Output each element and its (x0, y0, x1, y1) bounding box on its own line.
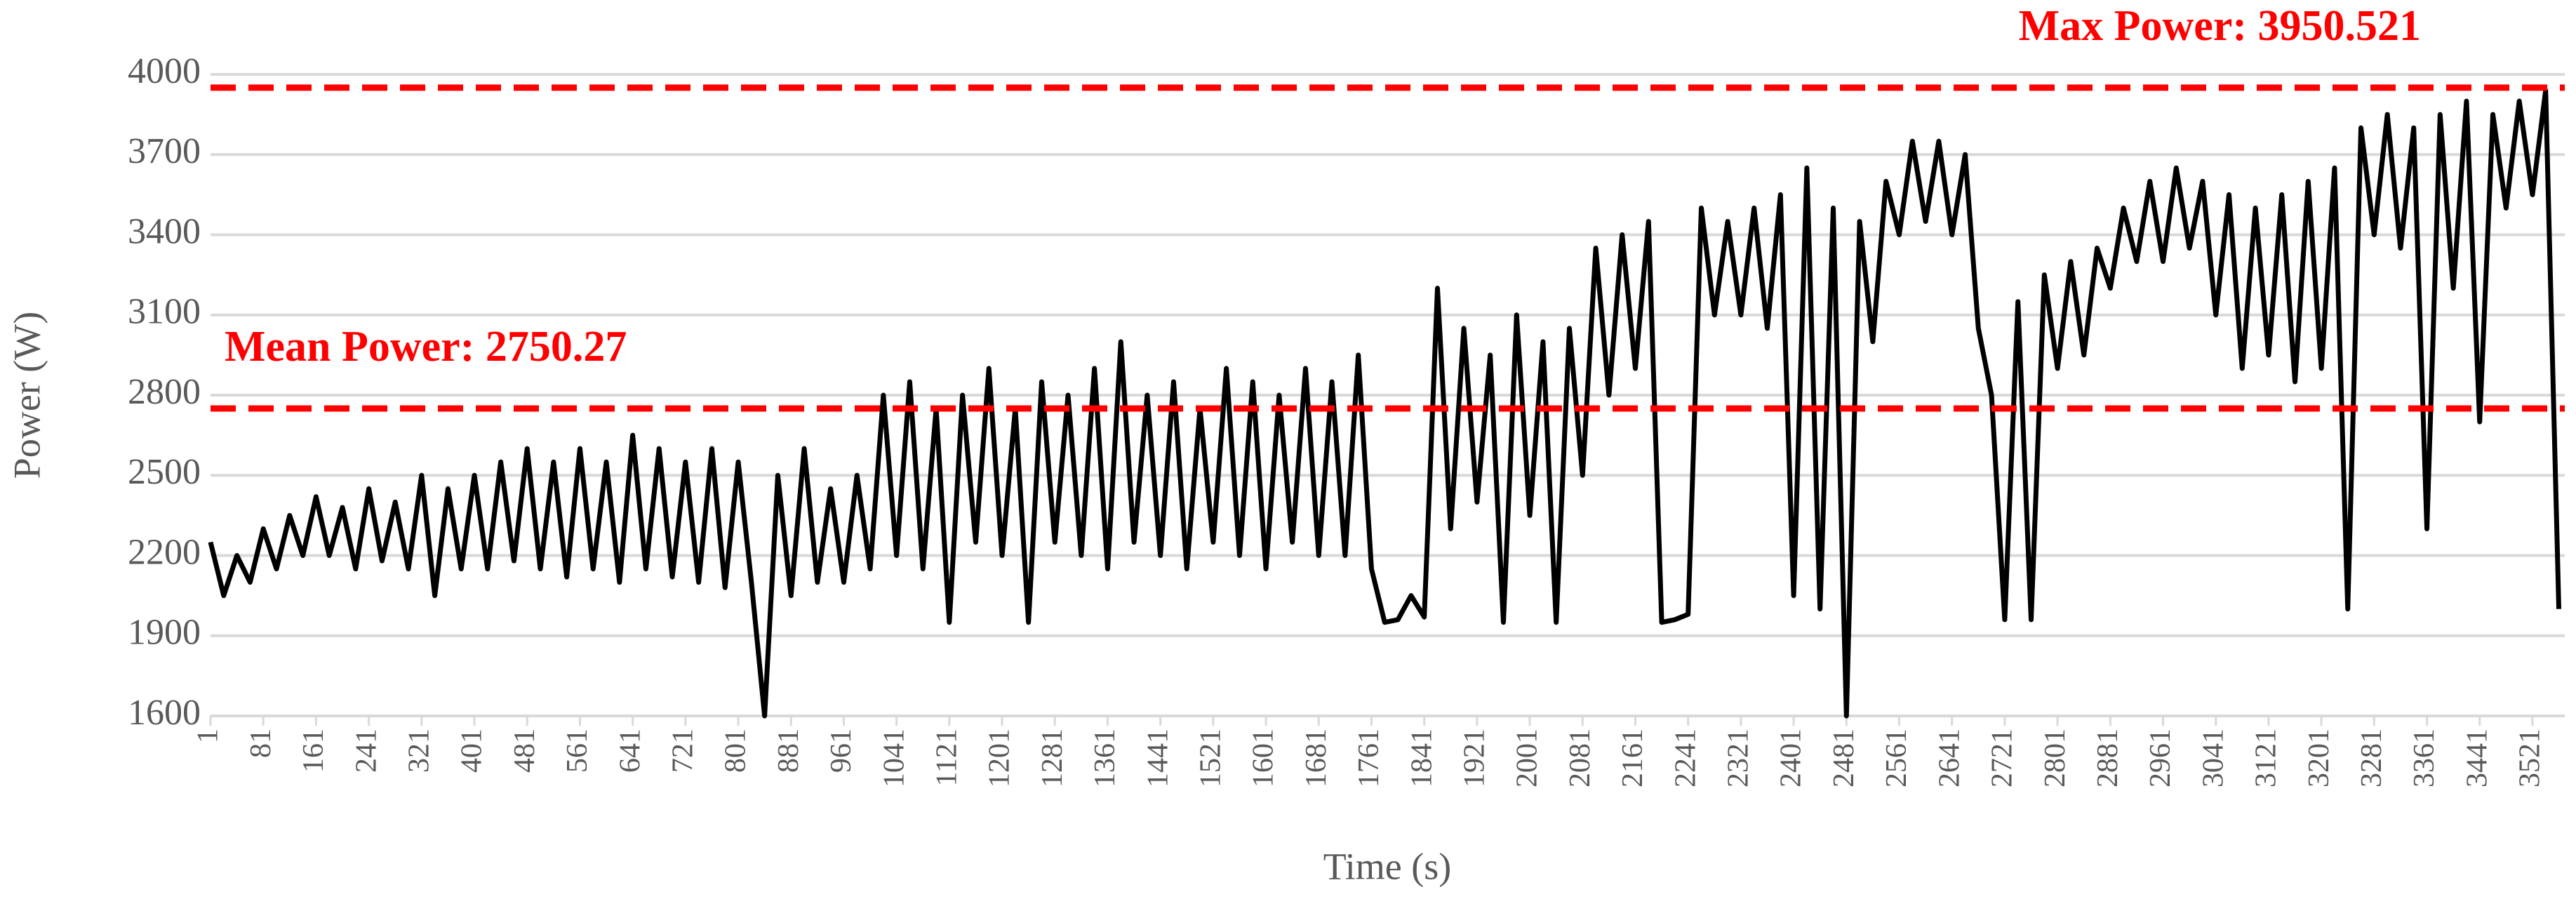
x-tick-label: 2161 (1617, 729, 1649, 787)
x-tick-label: 3201 (2303, 729, 2335, 787)
reference-label: Mean Power: 2750.27 (225, 323, 627, 371)
y-axis-title: Power (W) (6, 312, 48, 479)
x-tick-label: 561 (561, 729, 594, 773)
x-tick-label: 3521 (2514, 729, 2547, 787)
x-tick-label: 2401 (1775, 729, 1808, 787)
x-tick-label: 3281 (2356, 729, 2388, 787)
x-tick-label: 3121 (2250, 729, 2283, 787)
x-tick-label: 3441 (2461, 729, 2493, 787)
x-tick-label: 161 (298, 729, 330, 773)
y-tick-label: 3100 (128, 292, 201, 332)
x-tick-label: 721 (667, 729, 699, 773)
y-tick-label: 2800 (128, 372, 201, 412)
x-tick-label: 1601 (1248, 729, 1280, 787)
x-tick-label: 1201 (984, 729, 1016, 787)
y-tick-label: 1900 (128, 613, 201, 653)
y-tick-label: 2500 (128, 452, 201, 492)
x-tick-label: 1521 (1195, 729, 1227, 787)
y-tick-label: 3700 (128, 131, 201, 171)
x-tick-label: 881 (773, 729, 805, 773)
y-tick-label: 4000 (128, 51, 201, 91)
x-tick-label: 2641 (1933, 729, 1966, 787)
x-tick-label: 2481 (1828, 729, 1860, 787)
x-tick-label: 1281 (1036, 729, 1069, 787)
x-tick-label: 81 (245, 729, 277, 758)
x-tick-label: 2561 (1881, 729, 1913, 787)
x-tick-label: 2961 (2144, 729, 2177, 787)
x-tick-label: 1841 (1406, 729, 1438, 787)
x-tick-label: 2721 (1987, 729, 2019, 787)
x-tick-label: 3041 (2197, 729, 2229, 787)
x-tick-label: 2081 (1564, 729, 1596, 787)
y-tick-label: 1600 (128, 693, 201, 733)
reference-label: Max Power: 3950.521 (2019, 2, 2421, 50)
x-tick-label: 1441 (1142, 729, 1174, 787)
x-tick-label: 1121 (930, 729, 963, 786)
x-tick-label: 481 (509, 729, 541, 773)
x-tick-label: 1761 (1353, 729, 1385, 787)
x-tick-label: 2001 (1511, 729, 1544, 787)
x-tick-label: 401 (456, 729, 488, 773)
x-tick-label: 961 (825, 729, 857, 773)
series-line (208, 88, 2562, 719)
x-tick-label: 2241 (1669, 729, 1702, 787)
x-tick-label: 641 (614, 729, 646, 773)
x-tick-label: 2321 (1723, 729, 1755, 787)
x-tick-label: 2881 (2092, 729, 2124, 787)
x-tick-label: 1921 (1459, 729, 1491, 787)
x-tick-label: 2801 (2039, 729, 2071, 787)
x-axis-title: Time (s) (1323, 845, 1452, 887)
x-tick-label: 1041 (878, 729, 910, 787)
y-tick-label: 3400 (128, 211, 201, 251)
x-tick-label: 1681 (1300, 729, 1333, 787)
x-tick-label: 801 (720, 729, 752, 773)
x-tick-label: 3361 (2408, 729, 2441, 787)
x-tick-label: 1361 (1089, 729, 1121, 787)
x-tick-label: 241 (350, 729, 382, 773)
x-tick-label: 321 (403, 729, 435, 773)
x-tick-label: 1 (192, 729, 225, 743)
y-tick-label: 2200 (128, 532, 201, 572)
